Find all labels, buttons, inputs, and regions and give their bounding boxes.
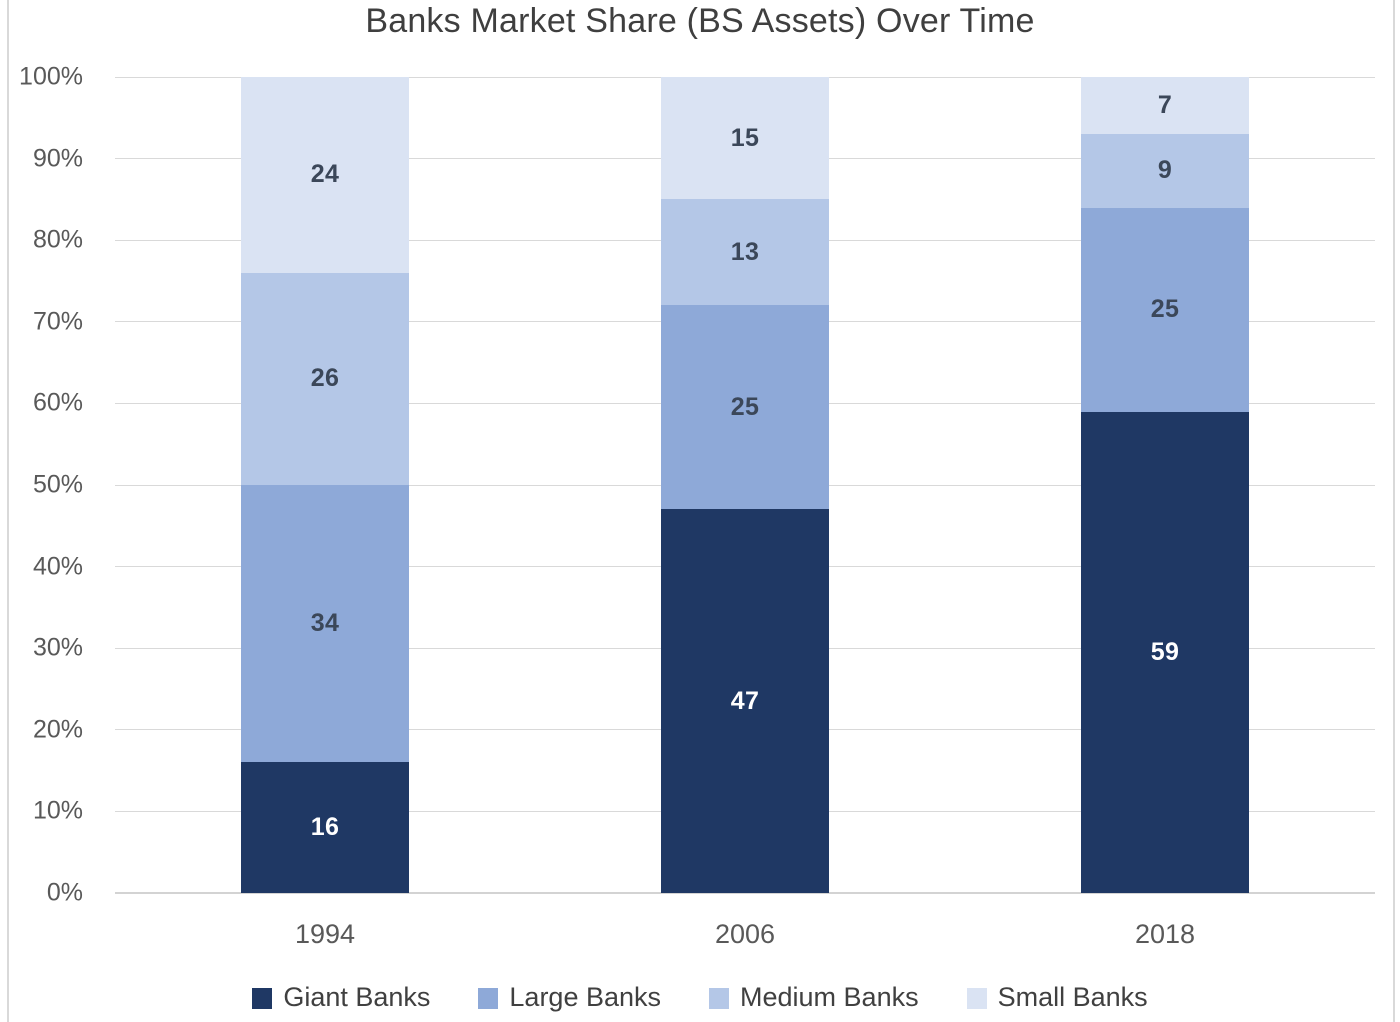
y-axis-tick-label: 90% [32,144,83,173]
y-axis-tick-label: 10% [32,796,83,825]
legend-item-small-banks: Small Banks [966,982,1148,1013]
bar-value-label: 26 [310,364,340,393]
bar-segment-medium-banks: 26 [241,272,409,485]
stacked-bar-1994: 16 34 26 24 [241,77,409,893]
y-axis-tick-label: 100% [19,62,83,91]
bar-segment-medium-banks: 9 [1081,134,1249,208]
bar-value-label: 25 [730,392,760,421]
x-axis-tick-label: 1994 [294,919,356,949]
bar-value-label: 15 [730,123,760,152]
y-axis-tick-label: 20% [32,715,83,744]
y-axis-tick-label: 70% [32,307,83,336]
bar-value-label: 34 [310,609,340,638]
bar-segment-giant-banks: 16 [241,762,409,893]
gridline [115,76,1375,78]
bar-value-label: 25 [1150,295,1180,324]
plot-area: 0% 10% 20% 30% 40% 50% 60% 70% 80% 90% 100% 16 34 26 2… [19,63,1375,949]
bar-segment-giant-banks: 47 [661,509,829,893]
legend-swatch-icon [252,988,273,1009]
bar-segment-large-banks: 34 [241,485,409,763]
bar-segment-small-banks: 7 [1081,77,1249,135]
right-border [1393,0,1395,1022]
y-axis-tick-label: 0% [46,878,83,907]
legend-label: Giant Banks [283,982,431,1012]
chart-title: Banks Market Share (BS Assets) Over Time [365,2,1035,40]
legend-swatch-icon [478,988,499,1009]
x-axis-tick-label: 2018 [1134,919,1196,949]
y-axis-tick-label: 80% [32,225,83,254]
y-axis-tick-label: 50% [32,470,83,499]
x-axis-tick-label: 2006 [714,919,776,949]
bar-segment-medium-banks: 13 [661,199,829,306]
legend-item-large-banks: Large Banks [478,982,661,1013]
y-axis-tick-label: 30% [32,633,83,662]
legend: Giant Banks Large Banks Medium Banks Small … [0,982,1400,1013]
bar-value-label: 9 [1157,156,1173,185]
y-axis-tick-label: 40% [32,552,83,581]
bar-value-label: 13 [730,237,760,266]
bar-segment-small-banks: 24 [241,77,409,273]
bar-segment-small-banks: 15 [661,77,829,200]
stacked-bar-2006: 47 25 13 15 [661,77,829,893]
left-border [7,0,9,1022]
stacked-bar-2018: 59 25 9 7 [1081,77,1249,893]
y-axis-tick-label: 60% [32,388,83,417]
legend-label: Small Banks [997,982,1148,1012]
x-axis-line [115,892,1375,894]
legend-label: Medium Banks [740,982,919,1012]
bar-segment-giant-banks: 59 [1081,411,1249,893]
bar-segment-large-banks: 25 [661,305,829,510]
legend-swatch-icon [709,988,730,1009]
bar-value-label: 59 [1150,637,1180,666]
bar-value-label: 16 [310,813,340,842]
legend-swatch-icon [966,988,987,1009]
bar-value-label: 7 [1157,91,1173,120]
legend-item-medium-banks: Medium Banks [709,982,919,1013]
bar-segment-large-banks: 25 [1081,207,1249,412]
legend-item-giant-banks: Giant Banks [252,982,430,1013]
legend-label: Large Banks [509,982,662,1012]
bar-value-label: 47 [730,686,760,715]
bar-value-label: 24 [310,160,340,189]
